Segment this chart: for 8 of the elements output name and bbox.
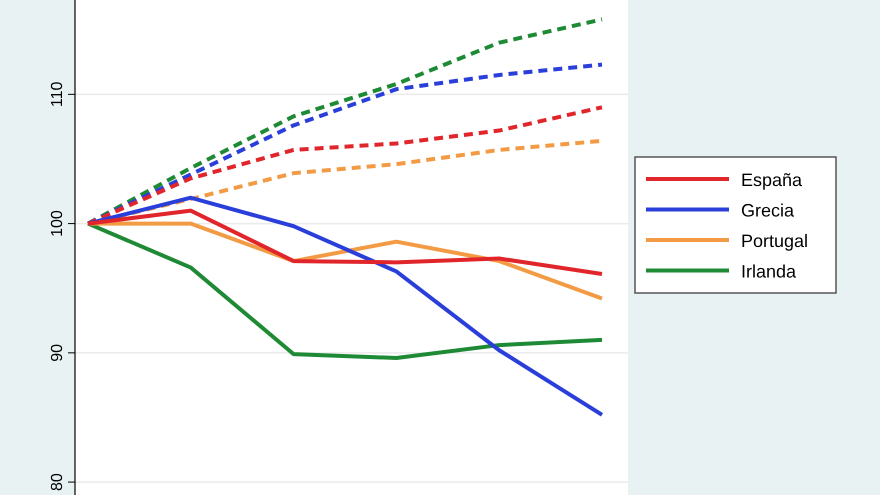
y-tick-label: 100 <box>49 210 66 237</box>
y-tick-label: 80 <box>49 473 66 491</box>
y-tick-label: 90 <box>49 344 66 362</box>
legend-label: Portugal <box>741 231 808 251</box>
y-tick-label: 110 <box>49 81 66 108</box>
legend-label: España <box>741 170 804 190</box>
legend-label: Grecia <box>741 200 796 220</box>
legend-label: Irlanda <box>741 262 798 282</box>
